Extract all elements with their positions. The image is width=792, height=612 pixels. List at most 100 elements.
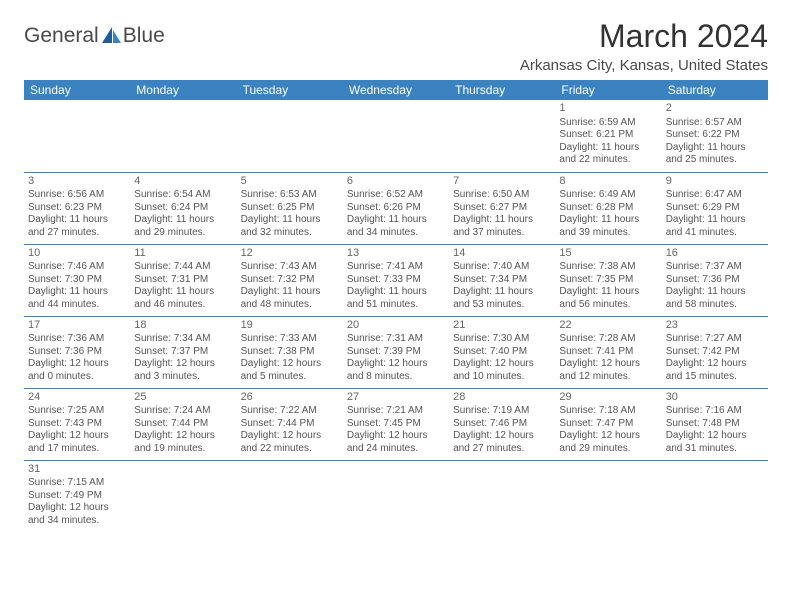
day-number: 11: [134, 247, 232, 261]
daylight-text: and 22 minutes.: [559, 154, 657, 167]
calendar-head: SundayMondayTuesdayWednesdayThursdayFrid…: [24, 80, 768, 100]
sunrise-text: Sunrise: 7:30 AM: [453, 333, 551, 346]
calendar-cell: 11Sunrise: 7:44 AMSunset: 7:31 PMDayligh…: [130, 244, 236, 316]
sunset-text: Sunset: 7:41 PM: [559, 346, 657, 359]
calendar-table: SundayMondayTuesdayWednesdayThursdayFrid…: [24, 80, 768, 532]
sunrise-text: Sunrise: 7:24 AM: [134, 405, 232, 418]
calendar-cell: 8Sunrise: 6:49 AMSunset: 6:28 PMDaylight…: [555, 172, 661, 244]
daylight-text: Daylight: 12 hours: [241, 430, 339, 443]
calendar-cell-empty: [343, 460, 449, 532]
sunrise-text: Sunrise: 7:37 AM: [666, 261, 764, 274]
logo-text-b: Blue: [123, 24, 165, 48]
calendar-cell: 22Sunrise: 7:28 AMSunset: 7:41 PMDayligh…: [555, 316, 661, 388]
sunset-text: Sunset: 7:35 PM: [559, 274, 657, 287]
calendar-cell: 19Sunrise: 7:33 AMSunset: 7:38 PMDayligh…: [237, 316, 343, 388]
title-block: March 2024 Arkansas City, Kansas, United…: [520, 18, 768, 74]
daylight-text: and 12 minutes.: [559, 371, 657, 384]
daylight-text: and 19 minutes.: [134, 443, 232, 456]
daylight-text: and 46 minutes.: [134, 299, 232, 312]
daylight-text: Daylight: 11 hours: [28, 286, 126, 299]
daylight-text: and 34 minutes.: [347, 227, 445, 240]
calendar-cell: 24Sunrise: 7:25 AMSunset: 7:43 PMDayligh…: [24, 388, 130, 460]
calendar-cell: 18Sunrise: 7:34 AMSunset: 7:37 PMDayligh…: [130, 316, 236, 388]
calendar-cell: 9Sunrise: 6:47 AMSunset: 6:29 PMDaylight…: [662, 172, 768, 244]
calendar-cell-empty: [237, 460, 343, 532]
day-number: 31: [28, 463, 126, 477]
calendar-cell: 1Sunrise: 6:59 AMSunset: 6:21 PMDaylight…: [555, 100, 661, 172]
sunrise-text: Sunrise: 6:57 AM: [666, 117, 764, 130]
daylight-text: and 3 minutes.: [134, 371, 232, 384]
calendar-row: 3Sunrise: 6:56 AMSunset: 6:23 PMDaylight…: [24, 172, 768, 244]
sunset-text: Sunset: 6:29 PM: [666, 202, 764, 215]
calendar-cell: 17Sunrise: 7:36 AMSunset: 7:36 PMDayligh…: [24, 316, 130, 388]
calendar-cell: 10Sunrise: 7:46 AMSunset: 7:30 PMDayligh…: [24, 244, 130, 316]
day-number: 17: [28, 319, 126, 333]
sunset-text: Sunset: 6:26 PM: [347, 202, 445, 215]
sunrise-text: Sunrise: 7:38 AM: [559, 261, 657, 274]
sunrise-text: Sunrise: 7:19 AM: [453, 405, 551, 418]
daylight-text: Daylight: 12 hours: [559, 358, 657, 371]
sunset-text: Sunset: 7:42 PM: [666, 346, 764, 359]
sunset-text: Sunset: 7:32 PM: [241, 274, 339, 287]
day-header: Saturday: [662, 80, 768, 100]
calendar-cell: 16Sunrise: 7:37 AMSunset: 7:36 PMDayligh…: [662, 244, 768, 316]
sunrise-text: Sunrise: 7:46 AM: [28, 261, 126, 274]
day-number: 1: [559, 102, 657, 116]
sunset-text: Sunset: 7:36 PM: [666, 274, 764, 287]
sunset-text: Sunset: 7:48 PM: [666, 418, 764, 431]
daylight-text: and 24 minutes.: [347, 443, 445, 456]
daylight-text: Daylight: 11 hours: [666, 214, 764, 227]
daylight-text: Daylight: 11 hours: [666, 286, 764, 299]
daylight-text: and 32 minutes.: [241, 227, 339, 240]
daylight-text: and 48 minutes.: [241, 299, 339, 312]
daylight-text: Daylight: 11 hours: [28, 214, 126, 227]
sunset-text: Sunset: 7:37 PM: [134, 346, 232, 359]
daylight-text: and 58 minutes.: [666, 299, 764, 312]
daylight-text: Daylight: 12 hours: [28, 430, 126, 443]
sunset-text: Sunset: 7:47 PM: [559, 418, 657, 431]
calendar-row: 10Sunrise: 7:46 AMSunset: 7:30 PMDayligh…: [24, 244, 768, 316]
day-number: 20: [347, 319, 445, 333]
logo-text-a: General: [24, 24, 99, 48]
day-number: 5: [241, 175, 339, 189]
day-header: Monday: [130, 80, 236, 100]
day-number: 22: [559, 319, 657, 333]
day-number: 16: [666, 247, 764, 261]
day-number: 29: [559, 391, 657, 405]
sunrise-text: Sunrise: 6:53 AM: [241, 189, 339, 202]
logo: General Blue: [24, 24, 165, 48]
calendar-cell-empty: [555, 460, 661, 532]
calendar-cell-empty: [449, 100, 555, 172]
day-number: 7: [453, 175, 551, 189]
calendar-row: 17Sunrise: 7:36 AMSunset: 7:36 PMDayligh…: [24, 316, 768, 388]
daylight-text: Daylight: 11 hours: [559, 214, 657, 227]
sunset-text: Sunset: 6:22 PM: [666, 129, 764, 142]
sunrise-text: Sunrise: 6:50 AM: [453, 189, 551, 202]
calendar-cell: 23Sunrise: 7:27 AMSunset: 7:42 PMDayligh…: [662, 316, 768, 388]
calendar-cell-empty: [449, 460, 555, 532]
daylight-text: and 29 minutes.: [559, 443, 657, 456]
daylight-text: Daylight: 12 hours: [28, 502, 126, 515]
sunset-text: Sunset: 7:49 PM: [28, 490, 126, 503]
sunrise-text: Sunrise: 6:59 AM: [559, 117, 657, 130]
sunset-text: Sunset: 7:38 PM: [241, 346, 339, 359]
sunset-text: Sunset: 7:31 PM: [134, 274, 232, 287]
daylight-text: and 53 minutes.: [453, 299, 551, 312]
sunrise-text: Sunrise: 7:27 AM: [666, 333, 764, 346]
day-number: 18: [134, 319, 232, 333]
daylight-text: Daylight: 11 hours: [666, 142, 764, 155]
calendar-cell: 25Sunrise: 7:24 AMSunset: 7:44 PMDayligh…: [130, 388, 236, 460]
sunrise-text: Sunrise: 7:33 AM: [241, 333, 339, 346]
daylight-text: and 56 minutes.: [559, 299, 657, 312]
calendar-cell: 29Sunrise: 7:18 AMSunset: 7:47 PMDayligh…: [555, 388, 661, 460]
daylight-text: and 27 minutes.: [28, 227, 126, 240]
calendar-cell: 20Sunrise: 7:31 AMSunset: 7:39 PMDayligh…: [343, 316, 449, 388]
calendar-cell-empty: [343, 100, 449, 172]
day-number: 30: [666, 391, 764, 405]
day-number: 19: [241, 319, 339, 333]
calendar-cell-empty: [130, 460, 236, 532]
day-number: 27: [347, 391, 445, 405]
daylight-text: Daylight: 12 hours: [241, 358, 339, 371]
daylight-text: and 44 minutes.: [28, 299, 126, 312]
sunrise-text: Sunrise: 7:25 AM: [28, 405, 126, 418]
